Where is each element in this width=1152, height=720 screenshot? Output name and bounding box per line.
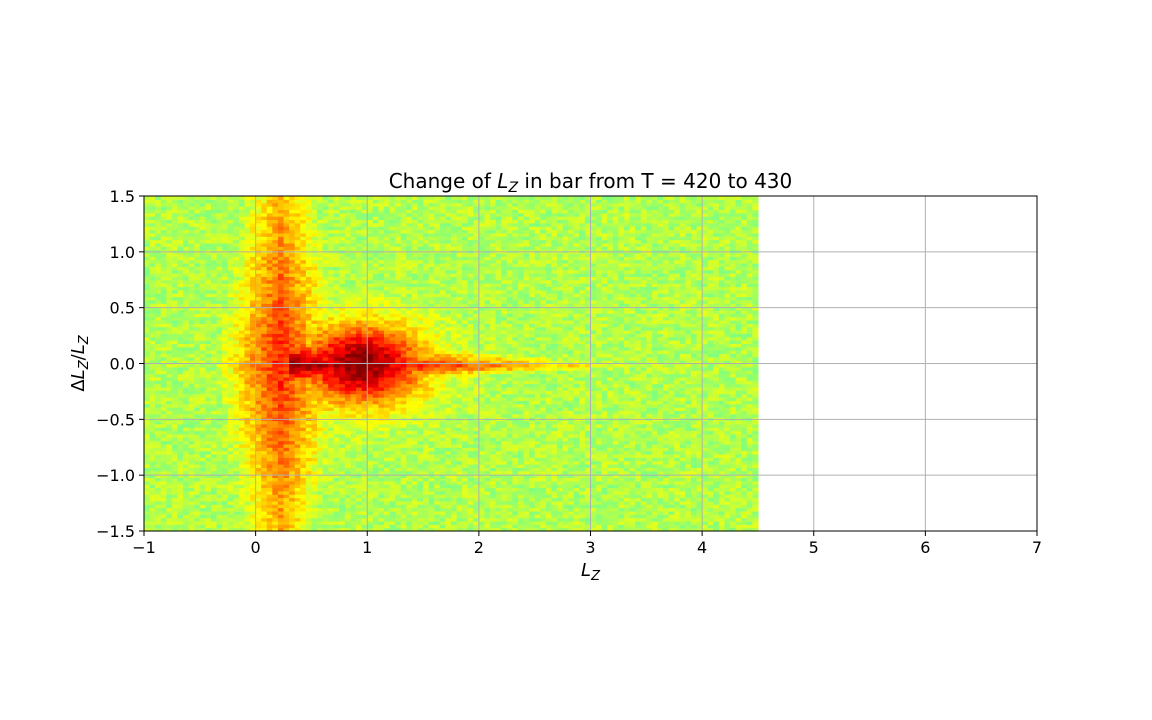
heatmap-cell (311, 196, 317, 200)
heatmap-cell (272, 196, 278, 200)
heatmap-cell (211, 196, 217, 200)
heatmap-cell (406, 196, 412, 200)
heatmap-cell (351, 196, 357, 200)
heatmap-cell (317, 196, 323, 200)
heatmap-cell (356, 196, 362, 200)
heatmap-cell (373, 196, 379, 200)
heatmap-cell (367, 196, 373, 200)
heatmap-cell (378, 196, 384, 200)
heatmap-cell (328, 196, 334, 200)
heatmap-cell (205, 196, 211, 200)
heatmap-cell (172, 196, 178, 200)
heatmap-cell (390, 196, 396, 200)
heatmap-cell (144, 196, 150, 200)
heatmap-cell (200, 196, 206, 200)
heatmap-cell (177, 196, 183, 200)
heatmap-cell (401, 196, 407, 200)
heatmap-cell (300, 196, 306, 200)
heatmap-cell (295, 196, 301, 200)
heatmap-cell (217, 196, 223, 200)
heatmap-cell (323, 196, 329, 200)
heatmap-cell (284, 196, 290, 200)
heatmap-cell (155, 196, 161, 200)
heatmap-cell (150, 196, 156, 200)
heatmap-cell (339, 196, 345, 200)
heatmap-cell (239, 196, 245, 200)
heatmap-cell (189, 196, 195, 200)
heatmap-cell (222, 196, 228, 200)
heatmap-cell (161, 196, 167, 200)
heatmap-cell (289, 196, 295, 200)
heatmap-cell (395, 196, 401, 200)
heatmap-cell (228, 196, 234, 200)
heatmap-cell (256, 196, 262, 200)
heatmap-cell (334, 196, 340, 200)
heatmap-cell (345, 196, 351, 200)
heatmap-cell (267, 196, 273, 200)
heatmap-cell (194, 196, 200, 200)
heatmap-cell (166, 196, 172, 200)
heatmap-cell (384, 196, 390, 200)
heatmap-cell (306, 196, 312, 200)
heatmap-cell (278, 196, 284, 200)
heatmap-cell (183, 196, 189, 200)
heatmap-cell (233, 196, 239, 200)
heatmap-cell (244, 196, 250, 200)
heatmap-cell (412, 196, 418, 200)
heatmap-cell (261, 196, 267, 200)
